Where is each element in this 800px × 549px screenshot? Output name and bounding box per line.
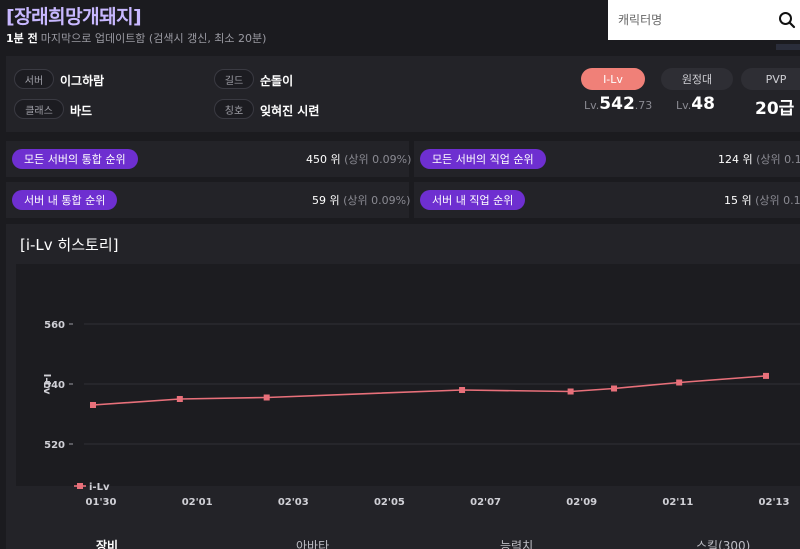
rank-all-class: 모든 서버의 직업 순위 124 위 (상위 0.19	[414, 141, 800, 177]
rank-value: 59 위	[312, 194, 340, 207]
y-tick-label: 540	[44, 380, 65, 391]
x-tick-label: 02'01	[182, 497, 213, 508]
data-point	[176, 396, 183, 402]
rank-sub: (상위 0.09%)	[343, 194, 411, 207]
update-ago: 1분 전	[6, 32, 38, 45]
x-tick-label: 02'05	[374, 497, 405, 508]
title-value: 잊혀진 시련	[260, 104, 320, 118]
pvp-value: 20급	[755, 94, 794, 119]
x-tick-label: 01'30	[86, 497, 117, 508]
series-line-ilv	[92, 375, 767, 406]
legend-label: i-Lv	[89, 482, 110, 493]
guild-label: 길드	[214, 69, 254, 89]
data-point	[763, 372, 769, 379]
tab-ilv[interactable]: I-Lv	[581, 68, 645, 90]
rank-value: 450 위	[306, 153, 341, 166]
tab-equipment[interactable]: 장비	[96, 539, 119, 549]
pvp-grade: 20급	[755, 99, 795, 119]
expedition-value: Lv.48	[676, 94, 715, 114]
ilv-history-panel: 520 540 560 I-Lv 01'30 02'01 02'03 02'05 02'07 02…	[6, 224, 800, 524]
class-label: 클래스	[14, 99, 64, 119]
rank-all-total: 모든 서버의 통합 순위 450 위 (상위 0.09%)	[6, 141, 411, 177]
x-tick-label: 02'11	[662, 497, 693, 508]
rank-server-class-value: 15 위 (상위 0.19	[724, 192, 800, 208]
data-point	[676, 379, 683, 386]
scroll-stub	[776, 44, 800, 50]
data-point	[611, 385, 618, 392]
rank-sub: (상위 0.09%)	[344, 153, 412, 166]
expedition-level: 48	[691, 94, 715, 114]
tab-avatar[interactable]: 아바타	[296, 539, 330, 549]
x-tick-label: 02'07	[470, 497, 501, 508]
rank-server-class: 서버 내 직업 순위 15 위 (상위 0.19	[414, 182, 800, 218]
tab-skills[interactable]: 스킬(300)	[696, 539, 751, 549]
data-point	[90, 402, 96, 408]
tab-expedition[interactable]: 원정대	[661, 68, 733, 90]
rank-all-total-label: 모든 서버의 통합 순위	[12, 149, 138, 169]
ilv-history-chart: 520 540 560 I-Lv 01'30 02'01 02'03 02'05 02'07 02…	[16, 264, 800, 508]
expedition-prefix: Lv.	[676, 99, 692, 112]
rank-all-class-label: 모든 서버의 직업 순위	[420, 149, 546, 169]
y-axis-label: I-Lv	[41, 374, 52, 395]
rank-all-total-value: 450 위 (상위 0.09%)	[306, 151, 411, 167]
rank-server-total-value: 59 위 (상위 0.09%)	[312, 192, 410, 208]
rank-value: 15 위	[724, 194, 752, 207]
tab-stats[interactable]: 능력치	[500, 539, 534, 549]
x-tick-label: 02'03	[278, 497, 309, 508]
y-tick-label: 520	[44, 440, 65, 451]
legend-marker	[77, 483, 83, 489]
update-desc: 마지막으로 업데이트함 (검색시 갱신, 최소 20분)	[40, 32, 267, 45]
tab-pvp[interactable]: PVP	[741, 68, 800, 90]
ilv-dec: .73	[634, 99, 653, 112]
rank-all-class-value: 124 위 (상위 0.19	[718, 151, 800, 167]
search-input[interactable]	[618, 13, 778, 27]
data-point	[567, 388, 574, 395]
data-point	[459, 387, 466, 393]
data-point	[263, 394, 270, 401]
update-status: 1분 전 마지막으로 업데이트함 (검색시 갱신, 최소 20분)	[6, 30, 266, 46]
character-name: [장래희망개돼지]	[6, 6, 142, 28]
ilv-value: Lv.542.73	[584, 94, 652, 114]
history-title: [i-Lv 히스토리]	[20, 236, 119, 254]
search-box	[608, 0, 800, 40]
rank-server-total: 서버 내 통합 순위 59 위 (상위 0.09%)	[6, 182, 410, 218]
character-info-panel: 서버 이그하람 길드 순돌이 클래스 바드 칭호 잊혀진 시련 I-Lv 원정대…	[6, 56, 800, 132]
rank-sub: (상위 0.19	[755, 194, 800, 207]
class-value: 바드	[70, 104, 93, 118]
rank-server-class-label: 서버 내 직업 순위	[420, 190, 526, 210]
title-label: 칭호	[214, 99, 254, 119]
search-icon[interactable]	[778, 11, 796, 29]
y-tick-label: 560	[44, 320, 65, 331]
ilv-prefix: Lv.	[584, 99, 600, 112]
rank-sub: (상위 0.19	[756, 153, 800, 166]
server-label: 서버	[14, 69, 54, 89]
server-value: 이그하람	[60, 74, 105, 88]
rank-server-total-label: 서버 내 통합 순위	[12, 190, 118, 210]
rank-value: 124 위	[718, 153, 753, 166]
bottom-tabs: 장비 아바타 능력치 스킬(300)	[6, 524, 800, 549]
x-tick-label: 02'13	[759, 497, 790, 508]
guild-value: 순돌이	[260, 74, 294, 88]
chart-plot-area	[16, 264, 800, 486]
ilv-int: 542	[599, 94, 635, 114]
x-tick-label: 02'09	[566, 497, 597, 508]
